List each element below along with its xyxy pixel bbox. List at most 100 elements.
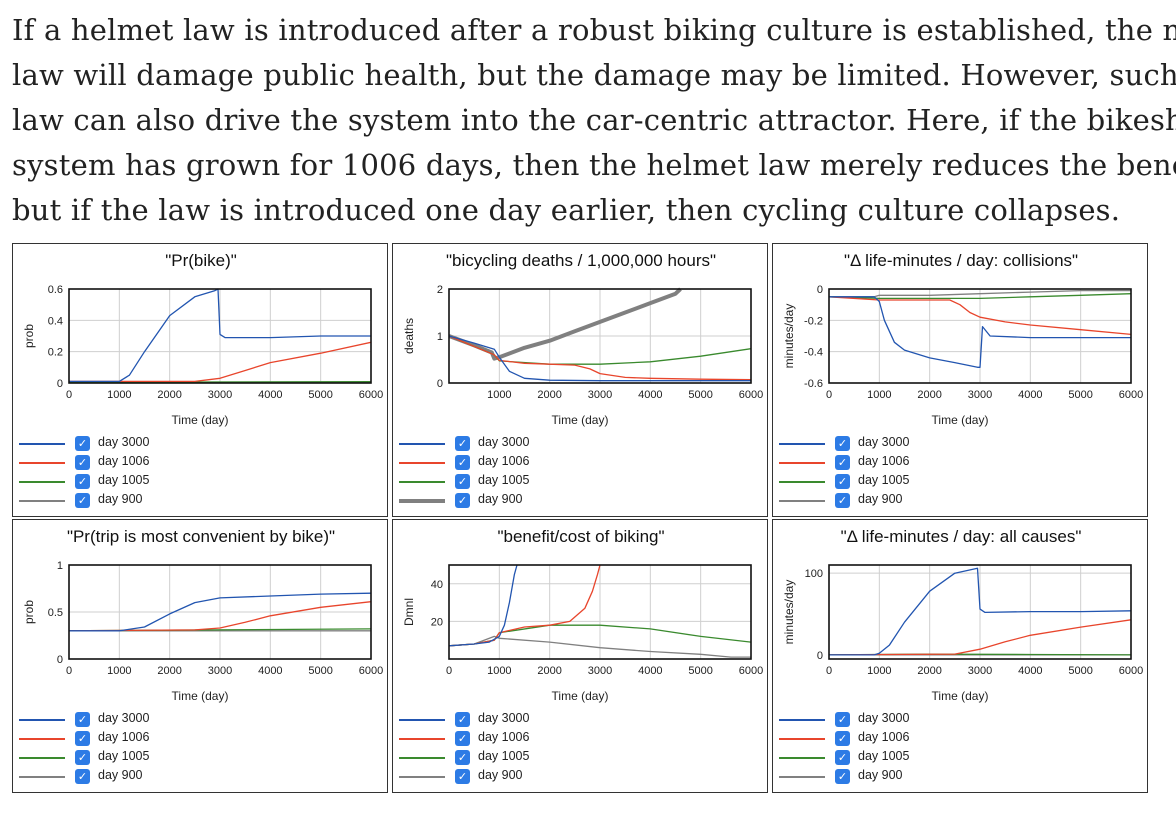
legend-item-day-900[interactable]: ✓ day 900 <box>19 767 219 786</box>
checkbox-checked-icon[interactable]: ✓ <box>455 731 470 746</box>
legend-item-day-1005[interactable]: ✓ day 1005 <box>399 748 599 767</box>
y-tick-label: 0 <box>57 654 63 666</box>
chart-grid: "Pr(bike)" 0 1000 2000 3000 4000 5000 6000 0 0.2 0… <box>12 243 1148 795</box>
checkbox-checked-icon[interactable]: ✓ <box>455 455 470 470</box>
legend-item-day-900[interactable]: ✓ day 900 <box>399 767 599 786</box>
legend-label: day 1005 <box>98 473 150 487</box>
y-tick-label: 1 <box>57 560 63 572</box>
legend-item-day-900[interactable]: ✓ day 900 <box>779 767 979 786</box>
chart-plot: 0 1000 2000 3000 4000 5000 6000 0 0.2 0.4 0.6 Time … <box>22 284 383 427</box>
legend-item-day-3000[interactable]: ✓ day 3000 <box>779 434 979 453</box>
legend-swatch <box>19 462 65 464</box>
intro-line: law can also drive the system into the c… <box>12 103 1176 137</box>
plot-frame <box>828 564 1132 660</box>
legend-item-day-1006[interactable]: ✓ day 1006 <box>399 453 599 472</box>
legend-label: day 1006 <box>98 730 150 744</box>
legend-item-day-900[interactable]: ✓ day 900 <box>19 491 219 510</box>
x-tick-label: 5000 <box>308 665 332 677</box>
legend-item-day-900[interactable]: ✓ day 900 <box>779 491 979 510</box>
checkbox-checked-icon[interactable]: ✓ <box>835 750 850 765</box>
checkbox-checked-icon[interactable]: ✓ <box>75 750 90 765</box>
y-axis-label: prob <box>22 324 36 348</box>
chart-title: "Δ life-minutes / day: collisions" <box>843 251 1079 270</box>
x-tick-label: 6000 <box>739 665 763 677</box>
chart-plot: 0 1000 2000 3000 4000 5000 6000 0 0.5 1 Time (day)… <box>22 560 383 703</box>
legend-swatch <box>779 738 825 740</box>
legend-item-day-1005[interactable]: ✓ day 1005 <box>399 472 599 491</box>
checkbox-checked-icon[interactable]: ✓ <box>455 769 470 784</box>
x-tick-label: 2000 <box>157 389 181 401</box>
x-axis-label: Time (day) <box>932 413 989 427</box>
checkbox-checked-icon[interactable]: ✓ <box>75 474 90 489</box>
checkbox-checked-icon[interactable]: ✓ <box>455 493 470 508</box>
legend-item-day-1005[interactable]: ✓ day 1005 <box>779 748 979 767</box>
legend-label: day 1005 <box>478 473 530 487</box>
y-axis-label: deaths <box>402 318 416 354</box>
legend-item-day-1005[interactable]: ✓ day 1005 <box>779 472 979 491</box>
checkbox-checked-icon[interactable]: ✓ <box>835 455 850 470</box>
legend-item-day-3000[interactable]: ✓ day 3000 <box>399 710 599 729</box>
x-tick-label: 3000 <box>208 665 232 677</box>
legend-item-day-1006[interactable]: ✓ day 1006 <box>779 453 979 472</box>
legend-item-day-1005[interactable]: ✓ day 1005 <box>19 748 219 767</box>
legend-label: day 3000 <box>858 435 910 449</box>
legend-item-day-3000[interactable]: ✓ day 3000 <box>19 710 219 729</box>
series-line-day-1006 <box>449 335 751 381</box>
legend-item-day-1006[interactable]: ✓ day 1006 <box>19 453 219 472</box>
legend-label: day 1005 <box>858 749 910 763</box>
x-axis-label: Time (day) <box>552 413 609 427</box>
legend-label: day 1006 <box>98 454 150 468</box>
checkbox-checked-icon[interactable]: ✓ <box>75 769 90 784</box>
series-line-day-1006 <box>69 341 371 383</box>
checkbox-checked-icon[interactable]: ✓ <box>835 712 850 727</box>
checkbox-checked-icon[interactable]: ✓ <box>75 493 90 508</box>
chart-legend: ✓ day 3000 ✓ day 1006 ✓ day 1005 ✓ day 900 <box>779 710 979 786</box>
legend-item-day-3000[interactable]: ✓ day 3000 <box>399 434 599 453</box>
legend-item-day-1005[interactable]: ✓ day 1005 <box>19 472 219 491</box>
x-tick-label: 2000 <box>917 389 941 401</box>
y-axis-label: minutes/day <box>782 580 796 645</box>
checkbox-checked-icon[interactable]: ✓ <box>75 731 90 746</box>
x-tick-label: 6000 <box>359 389 383 401</box>
legend-swatch <box>19 776 65 778</box>
x-tick-label: 2000 <box>537 389 561 401</box>
checkbox-checked-icon[interactable]: ✓ <box>455 750 470 765</box>
intro-line: If a helmet law is introduced after a ro… <box>12 13 1176 47</box>
legend-item-day-1006[interactable]: ✓ day 1006 <box>19 729 219 748</box>
legend-swatch <box>399 462 445 464</box>
x-tick-label: 3000 <box>208 389 232 401</box>
legend-item-day-3000[interactable]: ✓ day 3000 <box>779 710 979 729</box>
legend-item-day-900[interactable]: ✓ day 900 <box>399 491 599 510</box>
series-line-day-1005 <box>829 293 1131 300</box>
checkbox-checked-icon[interactable]: ✓ <box>835 769 850 784</box>
legend-swatch <box>399 443 445 445</box>
series-line-day-1005 <box>69 381 371 383</box>
checkbox-checked-icon[interactable]: ✓ <box>455 712 470 727</box>
x-tick-label: 0 <box>446 665 452 677</box>
checkbox-checked-icon[interactable]: ✓ <box>835 493 850 508</box>
checkbox-checked-icon[interactable]: ✓ <box>835 731 850 746</box>
legend-swatch <box>19 757 65 759</box>
legend-label: day 900 <box>478 492 523 506</box>
x-tick-label: 1000 <box>487 389 511 401</box>
checkbox-checked-icon[interactable]: ✓ <box>75 455 90 470</box>
checkbox-checked-icon[interactable]: ✓ <box>455 474 470 489</box>
y-tick-label: -0.4 <box>804 347 823 359</box>
legend-label: day 1005 <box>478 749 530 763</box>
checkbox-checked-icon[interactable]: ✓ <box>75 436 90 451</box>
legend-item-day-3000[interactable]: ✓ day 3000 <box>19 434 219 453</box>
legend-swatch <box>399 719 445 721</box>
series-line-day-900 <box>449 287 682 361</box>
legend-swatch <box>399 738 445 740</box>
plot-frame <box>448 564 752 660</box>
y-axis-label: prob <box>22 600 36 624</box>
series-line-day-3000 <box>449 564 518 647</box>
legend-label: day 900 <box>858 768 903 782</box>
y-tick-label: 0 <box>817 284 823 296</box>
legend-item-day-1006[interactable]: ✓ day 1006 <box>779 729 979 748</box>
legend-item-day-1006[interactable]: ✓ day 1006 <box>399 729 599 748</box>
checkbox-checked-icon[interactable]: ✓ <box>75 712 90 727</box>
checkbox-checked-icon[interactable]: ✓ <box>835 474 850 489</box>
checkbox-checked-icon[interactable]: ✓ <box>455 436 470 451</box>
checkbox-checked-icon[interactable]: ✓ <box>835 436 850 451</box>
